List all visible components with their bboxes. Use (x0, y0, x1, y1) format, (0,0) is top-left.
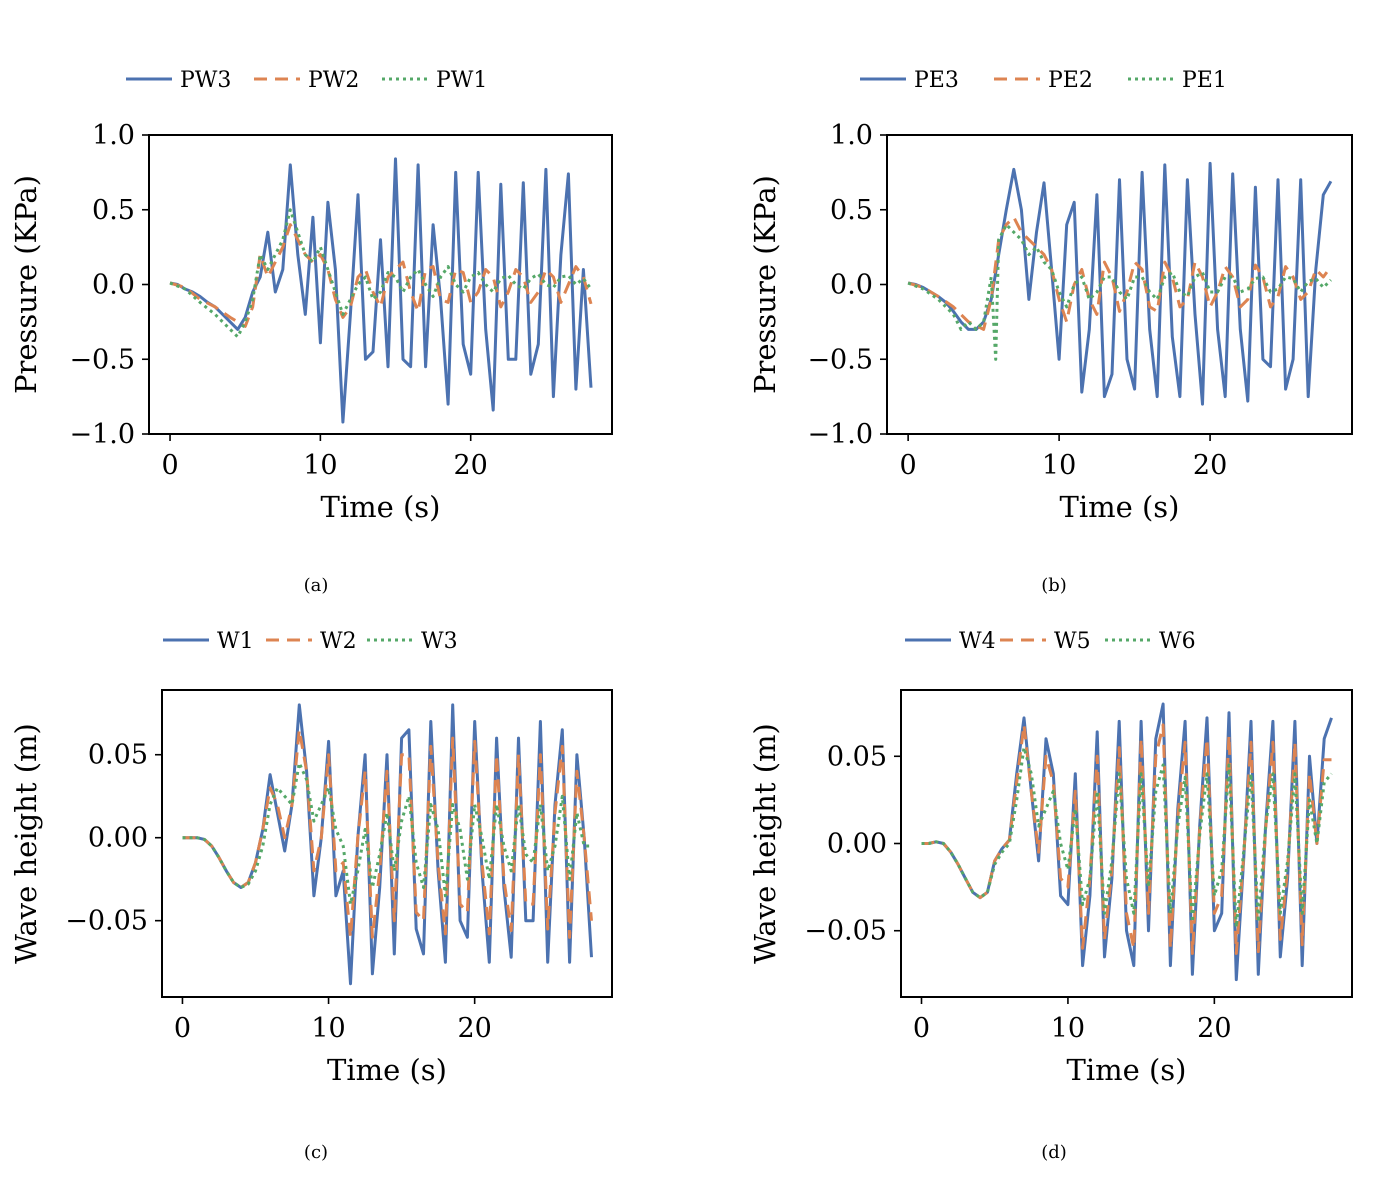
y-axis-label: Pressure (KPa) (748, 175, 782, 394)
legend: PW3 PW2 PW1 (126, 68, 487, 93)
subfigure-caption: (c) (304, 1142, 328, 1163)
x-tick-label: 0 (161, 450, 178, 481)
legend-label: W1 (217, 629, 254, 654)
chart-panel-4: 0 10 20 −0.05 0.00 0.05 Time (s) Wave height (m… (748, 629, 1353, 1163)
y-axis-label: Wave height (m) (9, 723, 43, 964)
x-tick-label: 20 (1197, 1013, 1231, 1044)
x-axis-label: Time (s) (327, 1053, 447, 1087)
legend: W1 W2 W3 (163, 629, 458, 654)
y-tick-label: −0.5 (69, 344, 135, 375)
y-tick-label: 0.0 (830, 270, 873, 301)
series-line-W2 (182, 728, 593, 939)
y-tick-label: 0.05 (88, 740, 148, 771)
x-tick-label: 10 (1051, 1013, 1085, 1044)
y-tick-label: −1.0 (69, 419, 135, 450)
x-tick-label: 0 (913, 1013, 930, 1044)
plot-frame (148, 134, 613, 435)
series-line-PE1 (907, 223, 1332, 361)
y-tick-label: 0.0 (92, 270, 135, 301)
subfigure-caption: (a) (304, 575, 329, 596)
legend-label: PE1 (1182, 68, 1227, 93)
y-axis-label: Wave height (m) (748, 723, 782, 964)
x-tick-label: 20 (457, 1013, 491, 1044)
x-tick-label: 10 (311, 1013, 345, 1044)
x-tick-label: 10 (1042, 450, 1076, 481)
legend-label: W3 (421, 629, 458, 654)
series-line-W4 (921, 702, 1333, 982)
plot-frame (900, 689, 1353, 998)
x-tick-label: 20 (454, 450, 488, 481)
y-tick-label: 1.0 (830, 120, 873, 151)
x-tick-label: 0 (174, 1013, 191, 1044)
y-tick-label: −1.0 (807, 419, 873, 450)
series-line-PE2 (907, 215, 1333, 331)
chart-panel-1: 0 10 20 −1.0 −0.5 0.0 0.5 1.0 Time (s) Pressure (… (9, 68, 613, 596)
y-axis-label: Pressure (KPa) (9, 175, 43, 394)
y-tick-label: −0.05 (804, 916, 887, 947)
series-line-W6 (921, 746, 1333, 929)
y-tick-label: 0.5 (92, 195, 135, 226)
legend-label: W2 (320, 629, 357, 654)
legend-label: PW3 (180, 68, 231, 93)
subfigure-caption: (d) (1041, 1142, 1067, 1163)
legend-label: PW1 (436, 68, 487, 93)
y-tick-label: −0.05 (65, 906, 148, 937)
x-tick-label: 10 (303, 450, 337, 481)
legend-label: PE3 (914, 68, 959, 93)
subfigure-caption: (b) (1041, 575, 1067, 596)
y-tick-label: 0.00 (827, 829, 887, 860)
legend-label: PW2 (308, 68, 359, 93)
series-line-PW3 (169, 157, 593, 424)
legend: PE3 PE2 PE1 (860, 68, 1227, 93)
y-tick-label: −0.5 (807, 344, 873, 375)
y-tick-label: 0.05 (827, 741, 887, 772)
y-tick-label: 0.00 (88, 823, 148, 854)
x-axis-label: Time (s) (320, 490, 440, 524)
legend: W4 W5 W6 (905, 629, 1196, 654)
series-line-W5 (921, 723, 1332, 955)
legend-label: PE2 (1048, 68, 1093, 93)
chart-panel-3: 0 10 20 −0.05 0.00 0.05 Time (s) Wave height (m… (9, 629, 613, 1163)
x-axis-label: Time (s) (1059, 490, 1179, 524)
y-tick-label: 1.0 (92, 120, 135, 151)
x-axis-label: Time (s) (1066, 1053, 1186, 1087)
series-line-PW1 (169, 208, 593, 339)
legend-label: W4 (959, 629, 996, 654)
x-tick-label: 0 (900, 450, 917, 481)
plot-frame (161, 689, 613, 998)
legend-label: W5 (1054, 629, 1091, 654)
series-line-PW2 (169, 223, 593, 328)
legend-label: W6 (1159, 629, 1196, 654)
x-tick-label: 20 (1193, 450, 1227, 481)
series-line-W1 (182, 703, 593, 986)
chart-panel-2: 0 10 20 −1.0 −0.5 0.0 0.5 1.0 Time (s) Pressure (… (748, 68, 1353, 596)
y-tick-label: 0.5 (830, 195, 873, 226)
